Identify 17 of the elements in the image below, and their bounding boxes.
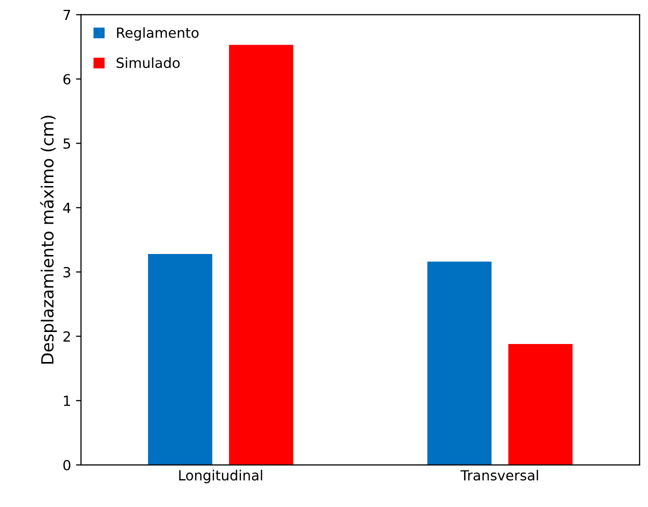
y-tick-label: 0 xyxy=(63,460,70,470)
y-tick-label: 3 xyxy=(64,266,70,278)
y-tick-label: 5 xyxy=(64,138,70,149)
y-tick-label: 1 xyxy=(64,396,70,406)
y-axis-title: Desplazamiento máximo (cm) xyxy=(40,116,57,364)
legend-label: Simulado xyxy=(116,57,180,68)
y-tick-label: 2 xyxy=(63,331,70,342)
bar xyxy=(148,254,212,465)
y-tick-label: 4 xyxy=(63,202,70,213)
x-tick-label: Transversal xyxy=(460,470,538,481)
bar xyxy=(229,44,294,465)
legend-label: Reglamento xyxy=(117,27,199,41)
bar xyxy=(508,344,573,465)
bar xyxy=(427,262,492,465)
x-tick-label: Longitudinal xyxy=(179,470,262,484)
y-tick-label: 7 xyxy=(64,10,70,20)
y-tick-label: 6 xyxy=(63,74,70,84)
